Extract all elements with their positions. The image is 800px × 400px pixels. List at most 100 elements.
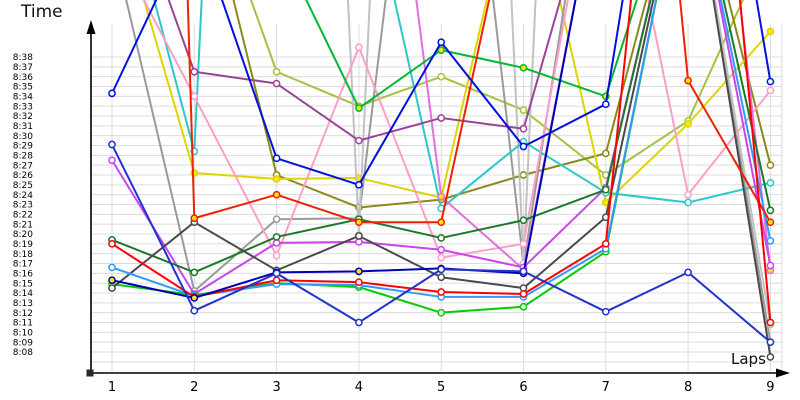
y-tick-label: 8:36 <box>13 73 33 83</box>
data-point-blue-mid-lap5[interactable] <box>437 265 446 274</box>
data-point-purple-lap4[interactable] <box>355 136 363 145</box>
data-point-blue-lap6[interactable] <box>519 142 528 151</box>
data-point-purple-lap6[interactable] <box>519 124 528 133</box>
data-point-magenta-light-lap5[interactable] <box>437 192 446 201</box>
data-point-red-lap1[interactable] <box>108 239 116 248</box>
data-point-blue-lap4[interactable] <box>355 180 363 189</box>
y-tick-label: 8:22 <box>13 211 33 221</box>
data-point-navy-lap2[interactable] <box>190 294 199 302</box>
data-point-purple-lap3[interactable] <box>272 79 281 88</box>
data-point-yellow-lap9[interactable] <box>766 27 775 36</box>
data-point-navy-lap1[interactable] <box>108 276 116 285</box>
data-point-magenta-lap9[interactable] <box>766 261 775 270</box>
data-point-red-orange-lap4[interactable] <box>355 218 363 227</box>
data-point-dark-green-lap3[interactable] <box>272 233 281 241</box>
data-point-dodger-blue-lap9[interactable] <box>766 237 775 245</box>
data-point-red-lap4[interactable] <box>355 278 363 287</box>
data-point-dark-green-lap9[interactable] <box>766 206 775 215</box>
data-point-olive-lap9[interactable] <box>766 161 775 170</box>
data-point-blue-lap3[interactable] <box>272 154 281 163</box>
data-point-dark-green-lap7[interactable] <box>601 185 610 194</box>
data-point-yellow-green-lap3[interactable] <box>272 67 281 76</box>
data-point-dark-green-lap2[interactable] <box>190 268 199 277</box>
y-tick-label: 8:11 <box>13 319 33 329</box>
data-point-yellow-lap8[interactable] <box>684 120 692 128</box>
data-point-red-lap7[interactable] <box>601 239 610 248</box>
data-point-red-lap6[interactable] <box>519 290 528 298</box>
data-point-green-bright-lap5[interactable] <box>437 46 446 54</box>
data-point-magenta-lap5[interactable] <box>437 245 446 254</box>
data-point-purple-lap2[interactable] <box>190 67 199 76</box>
y-tick-label: 8:18 <box>13 250 33 260</box>
data-point-black-lap5[interactable] <box>437 273 446 282</box>
data-point-red-lap9[interactable] <box>766 318 775 327</box>
data-point-red-orange-lap2[interactable] <box>190 214 199 223</box>
data-point-blue-lap5[interactable] <box>437 38 446 47</box>
data-point-blue-mid-lap7[interactable] <box>601 307 610 316</box>
data-point-yellow-lap3[interactable] <box>272 175 281 183</box>
data-point-green-lap5[interactable] <box>437 308 446 317</box>
x-tick-label: 8 <box>684 380 692 395</box>
data-point-pink-lap6[interactable] <box>519 239 528 248</box>
y-tick-label: 8:31 <box>13 122 33 132</box>
y-tick-label: 8:21 <box>13 220 33 230</box>
data-point-pink-lap4[interactable] <box>355 43 363 52</box>
data-point-pink-lap2[interactable] <box>190 92 199 101</box>
data-point-blue-mid-lap9[interactable] <box>766 338 775 347</box>
data-point-blue-mid-lap6[interactable] <box>519 267 528 276</box>
data-point-red-orange-lap3[interactable] <box>272 190 281 199</box>
data-point-red-lap5[interactable] <box>437 288 446 296</box>
data-point-dark-green-lap5[interactable] <box>437 234 446 242</box>
y-tick-label: 8:23 <box>13 201 33 211</box>
data-point-purple-lap5[interactable] <box>437 114 446 122</box>
data-point-dark-green-lap6[interactable] <box>519 216 528 225</box>
data-point-yellow-green-lap6[interactable] <box>519 106 528 114</box>
data-point-blue-lap9[interactable] <box>766 77 775 86</box>
data-point-green-lap6[interactable] <box>519 302 528 311</box>
data-point-pink-lap3[interactable] <box>272 251 281 260</box>
data-point-green-bright-lap4[interactable] <box>355 104 363 112</box>
x-tick-label: 7 <box>602 380 610 395</box>
data-point-blue-mid-lap4[interactable] <box>355 318 363 327</box>
data-point-green-bright-lap6[interactable] <box>519 63 528 72</box>
data-point-black-lap9[interactable] <box>766 353 775 361</box>
data-point-black-lap4[interactable] <box>355 232 363 240</box>
y-tick-label: 8:28 <box>13 152 33 162</box>
data-point-yellow-green-lap5[interactable] <box>437 72 446 81</box>
data-point-olive-lap6[interactable] <box>519 171 528 179</box>
x-axis-title: Laps <box>731 350 766 368</box>
y-tick-label: 8:20 <box>13 230 33 240</box>
data-point-blue-lap1[interactable] <box>108 89 116 98</box>
data-point-dodger-blue-lap1[interactable] <box>108 263 116 272</box>
y-axis-title: Time <box>21 2 63 22</box>
y-tick-label: 8:15 <box>13 279 33 289</box>
data-point-pink-lap8[interactable] <box>684 190 692 199</box>
data-point-blue-mid-lap2[interactable] <box>190 306 199 315</box>
y-tick-label: 8:17 <box>13 260 33 270</box>
data-point-navy-lap4[interactable] <box>355 267 363 276</box>
x-axis-arrow-icon <box>776 368 790 378</box>
data-point-red-orange-lap9[interactable] <box>766 218 775 227</box>
data-point-red-lap3[interactable] <box>272 276 281 285</box>
x-tick-label: 1 <box>108 380 116 395</box>
data-point-cyan-lap9[interactable] <box>766 179 775 187</box>
data-point-gray-lap3[interactable] <box>272 215 281 224</box>
data-point-black-lap1[interactable] <box>108 284 116 292</box>
y-tick-label: 8:12 <box>13 309 33 319</box>
data-point-blue-lap7[interactable] <box>601 100 610 109</box>
data-point-blue-mid-lap3[interactable] <box>272 269 281 278</box>
data-point-olive-lap7[interactable] <box>601 149 610 158</box>
x-tick-label: 6 <box>519 380 527 395</box>
data-point-blue-mid-lap1[interactable] <box>108 140 116 149</box>
data-point-cyan-lap8[interactable] <box>684 198 692 207</box>
data-point-blue-mid-lap8[interactable] <box>684 268 692 277</box>
data-point-red-orange-lap5[interactable] <box>437 218 446 227</box>
data-point-red-orange-lap8[interactable] <box>684 76 692 85</box>
origin-marker <box>86 369 94 377</box>
data-point-pink-lap5[interactable] <box>437 253 446 262</box>
data-point-pink-lap9[interactable] <box>766 86 775 95</box>
data-point-magenta-lap1[interactable] <box>108 156 116 165</box>
y-axis-arrow-icon <box>86 20 96 34</box>
y-tick-label: 8:16 <box>13 270 33 280</box>
